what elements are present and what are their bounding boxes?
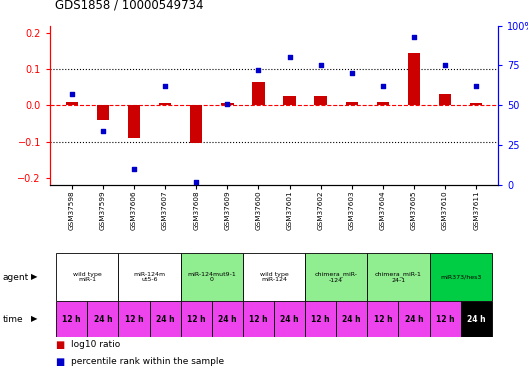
Text: miR-124m
ut5-6: miR-124m ut5-6: [134, 272, 166, 282]
Text: 24 h: 24 h: [93, 315, 112, 324]
Bar: [430, 254, 492, 300]
Text: 12 h: 12 h: [249, 315, 268, 324]
Text: 24 h: 24 h: [343, 315, 361, 324]
Bar: [65, 102, 78, 105]
Text: ▶: ▶: [31, 273, 37, 282]
Text: GDS1858 / 10000549734: GDS1858 / 10000549734: [55, 0, 204, 11]
Bar: [345, 102, 358, 105]
Bar: [56, 302, 87, 337]
Bar: [305, 254, 367, 300]
Bar: [56, 254, 118, 300]
Text: 12 h: 12 h: [312, 315, 330, 324]
Point: [130, 166, 138, 172]
Point: [192, 179, 201, 185]
Text: miR-124mut9-1
0: miR-124mut9-1 0: [187, 272, 236, 282]
Bar: [430, 302, 460, 337]
Point: [441, 62, 449, 68]
Point: [472, 83, 480, 89]
Text: 24 h: 24 h: [280, 315, 299, 324]
Text: agent: agent: [3, 273, 29, 282]
Bar: [399, 302, 430, 337]
Bar: [181, 254, 243, 300]
Bar: [118, 302, 149, 337]
Point: [347, 70, 356, 76]
Text: chimera_miR-
-124: chimera_miR- -124: [315, 271, 358, 283]
Text: chimera_miR-1
24-1: chimera_miR-1 24-1: [375, 271, 422, 283]
Bar: [376, 102, 389, 105]
Text: 12 h: 12 h: [62, 315, 81, 324]
Text: miR373/hes3: miR373/hes3: [440, 274, 482, 279]
Bar: [243, 254, 305, 300]
Text: 24 h: 24 h: [467, 315, 486, 324]
Bar: [212, 302, 243, 337]
Point: [68, 91, 76, 97]
Text: wild type
miR-124: wild type miR-124: [260, 272, 288, 282]
Bar: [274, 302, 305, 337]
Bar: [221, 104, 233, 105]
Point: [316, 62, 325, 68]
Text: log10 ratio: log10 ratio: [71, 340, 120, 349]
Point: [410, 34, 418, 40]
Bar: [284, 96, 296, 105]
Bar: [305, 302, 336, 337]
Bar: [439, 94, 451, 105]
Bar: [367, 302, 399, 337]
Text: 12 h: 12 h: [187, 315, 205, 324]
Bar: [336, 302, 367, 337]
Text: 12 h: 12 h: [125, 315, 143, 324]
Text: 24 h: 24 h: [404, 315, 423, 324]
Bar: [190, 105, 202, 143]
Bar: [252, 82, 265, 105]
Bar: [367, 254, 430, 300]
Text: ■: ■: [55, 357, 64, 367]
Point: [379, 83, 387, 89]
Bar: [315, 96, 327, 105]
Bar: [159, 104, 171, 105]
Bar: [460, 302, 492, 337]
Text: ▶: ▶: [31, 315, 37, 324]
Bar: [87, 302, 118, 337]
Point: [285, 54, 294, 60]
Text: time: time: [3, 315, 23, 324]
Text: percentile rank within the sample: percentile rank within the sample: [71, 357, 224, 366]
Text: 12 h: 12 h: [436, 315, 455, 324]
Text: 12 h: 12 h: [374, 315, 392, 324]
Bar: [243, 302, 274, 337]
Point: [254, 67, 262, 73]
Point: [161, 83, 169, 89]
Bar: [470, 104, 483, 105]
Point: [223, 100, 232, 106]
Text: wild type
miR-1: wild type miR-1: [73, 272, 102, 282]
Bar: [181, 302, 212, 337]
Text: ■: ■: [55, 340, 64, 350]
Bar: [149, 302, 181, 337]
Bar: [97, 105, 109, 120]
Text: 24 h: 24 h: [156, 315, 174, 324]
Bar: [128, 105, 140, 138]
Bar: [118, 254, 181, 300]
Text: 24 h: 24 h: [218, 315, 237, 324]
Bar: [408, 53, 420, 105]
Point: [99, 128, 107, 134]
